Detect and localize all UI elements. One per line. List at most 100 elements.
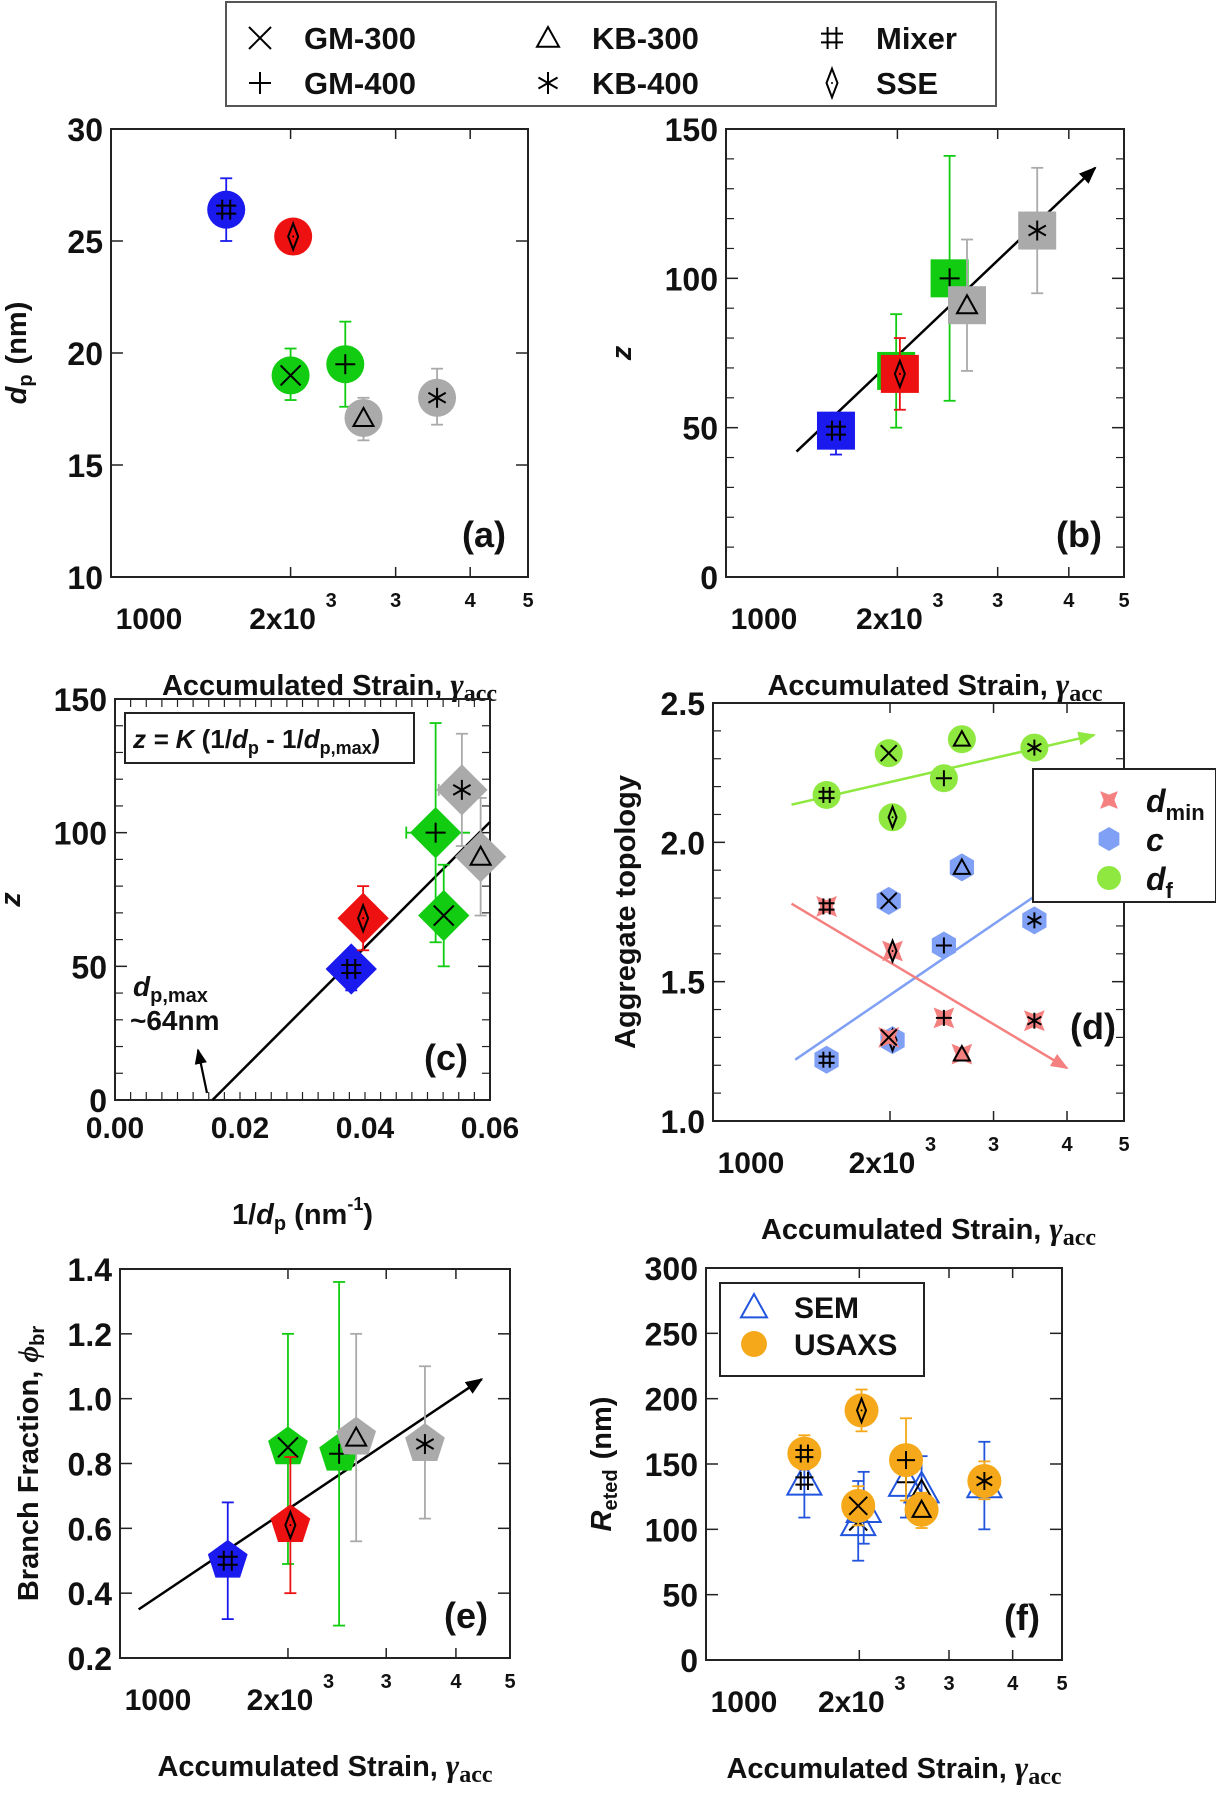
panel-label: (f): [1004, 1597, 1040, 1638]
y-tick-label: 150: [645, 1447, 698, 1483]
c-legend-icon: [1098, 827, 1120, 851]
y-tick-label: 1.4: [68, 1252, 113, 1288]
y-axis-title: Reted (nm): [586, 1397, 622, 1532]
legend-part: min: [1166, 800, 1205, 825]
equation-part: p,max: [320, 738, 372, 758]
plus-mark-icon: [897, 1451, 916, 1470]
panel-legend-label: USAXS: [794, 1329, 897, 1362]
x-tick-label: 1000: [125, 1684, 192, 1717]
equation-part: K: [176, 724, 197, 754]
asterisk-stroke: [537, 76, 559, 90]
x-tick-label: 2x10: [247, 1684, 314, 1717]
legend-label: KB-300: [592, 21, 699, 56]
x-title-part: (nm: [286, 1199, 347, 1231]
d-min-legend-icon: [1100, 791, 1118, 809]
hash-mark-icon: [818, 898, 835, 915]
diamond-mark-icon: [825, 65, 839, 101]
x-stroke: [279, 364, 302, 387]
equation-part: (1/: [194, 724, 232, 754]
data-point-gm-400: [889, 1443, 924, 1478]
diamond-mark-icon: [887, 937, 898, 965]
data-marker: [787, 1436, 822, 1471]
triangle-mark-icon: [952, 1044, 972, 1062]
x-mark-icon: [277, 1436, 299, 1458]
data-point-gm-300: [268, 1426, 308, 1465]
x-stroke: [880, 744, 898, 762]
y-title-part: d: [1, 385, 33, 404]
data-marker: [270, 1504, 311, 1543]
x-axis-title: Accumulated Strain, γacc: [726, 1749, 1061, 1790]
x-tick-exponent: 3: [932, 590, 943, 612]
plus-mark-icon: [249, 72, 271, 94]
diamond-stroke: [855, 1395, 868, 1425]
x-axis-title-text: Accumulated Strain,: [157, 1751, 445, 1783]
equation-box: [124, 712, 415, 764]
diamond-mark-icon: [893, 358, 906, 390]
x-mark-icon: [880, 892, 898, 910]
legend-item-gm-300: GM-300: [248, 21, 416, 56]
y-tick-label: 0.8: [68, 1447, 112, 1483]
panel-legend-box: [1032, 768, 1216, 903]
x-stroke: [848, 1496, 868, 1516]
hash-mark-icon: [821, 27, 843, 49]
data-point-sse: [337, 892, 389, 944]
y-tick-label: 150: [54, 682, 107, 718]
x-axis-title: Accumulated Strain, γacc: [761, 1210, 1096, 1251]
legend-part: c: [1146, 822, 1164, 858]
data-point-gm-300: [418, 889, 470, 942]
x-axis-title-sub: acc: [459, 1762, 493, 1788]
diamond-stroke: [887, 937, 898, 965]
legend-item-gm-400: GM-400: [249, 66, 416, 101]
annotation-part: d: [133, 971, 151, 1002]
plot-frame: [110, 128, 529, 578]
data-point-kb-400: [1018, 211, 1057, 250]
data-point-gm-300: [271, 356, 310, 395]
y-tick-label: 100: [665, 261, 718, 297]
data-point-kb-400: [1020, 733, 1049, 762]
equation-part: - 1/: [259, 724, 304, 754]
triangle-stroke: [955, 293, 979, 315]
panel-label: (b): [1056, 514, 1102, 555]
x-axis-title-text: Accumulated Strain,: [767, 670, 1055, 702]
triangle-stroke: [952, 857, 972, 875]
data-point-mixer: [785, 1461, 824, 1496]
x-tick-label: 2x10: [856, 603, 923, 636]
y-axis-title: Aggregate topology: [610, 775, 642, 1049]
trend-line: [794, 877, 1062, 1061]
asterisk-stroke: [427, 391, 447, 404]
data-point-gm-400: [409, 807, 462, 859]
x-mark-icon: [248, 26, 272, 50]
data-point-kb-400: [418, 378, 457, 417]
x-tick-label: 4: [1061, 1134, 1073, 1156]
y-tick-label: 20: [67, 336, 103, 372]
trend-line: [137, 1378, 484, 1611]
data-point-kb-400: [1022, 906, 1047, 935]
plus-mark-icon: [425, 822, 446, 843]
y-tick-label: 1.0: [661, 1104, 705, 1140]
asterisk-stroke: [1028, 224, 1047, 237]
annotation-part: p,max: [150, 985, 208, 1007]
diamond-dot: [891, 816, 894, 819]
x-title-part: ): [363, 1199, 373, 1231]
data-point-mixer: [812, 780, 841, 809]
data-marker: [268, 1426, 308, 1465]
data-point-kb-300: [336, 1416, 377, 1455]
y-axis-title: z: [0, 892, 27, 908]
usaxs-legend-icon: [741, 1331, 767, 1357]
hash-mark-icon: [818, 786, 835, 803]
x-tick-label: 5: [1056, 1673, 1067, 1695]
data-point-sse: [880, 354, 919, 393]
x-axis-title-text: Accumulated Strain,: [761, 1214, 1049, 1246]
data-point-kb-400: [1023, 1010, 1045, 1032]
diamond-dot: [891, 950, 894, 953]
x-tick-label: 1000: [718, 1147, 785, 1180]
plot-frame: [712, 702, 1125, 1122]
x-tick-exponent: 3: [925, 1134, 936, 1156]
diamond-mark-icon: [855, 1395, 868, 1425]
equation-part: ): [372, 724, 381, 754]
x-axis-title-text: Accumulated Strain,: [162, 670, 450, 702]
x-stroke: [433, 904, 455, 927]
diamond-mark-icon: [357, 902, 370, 934]
